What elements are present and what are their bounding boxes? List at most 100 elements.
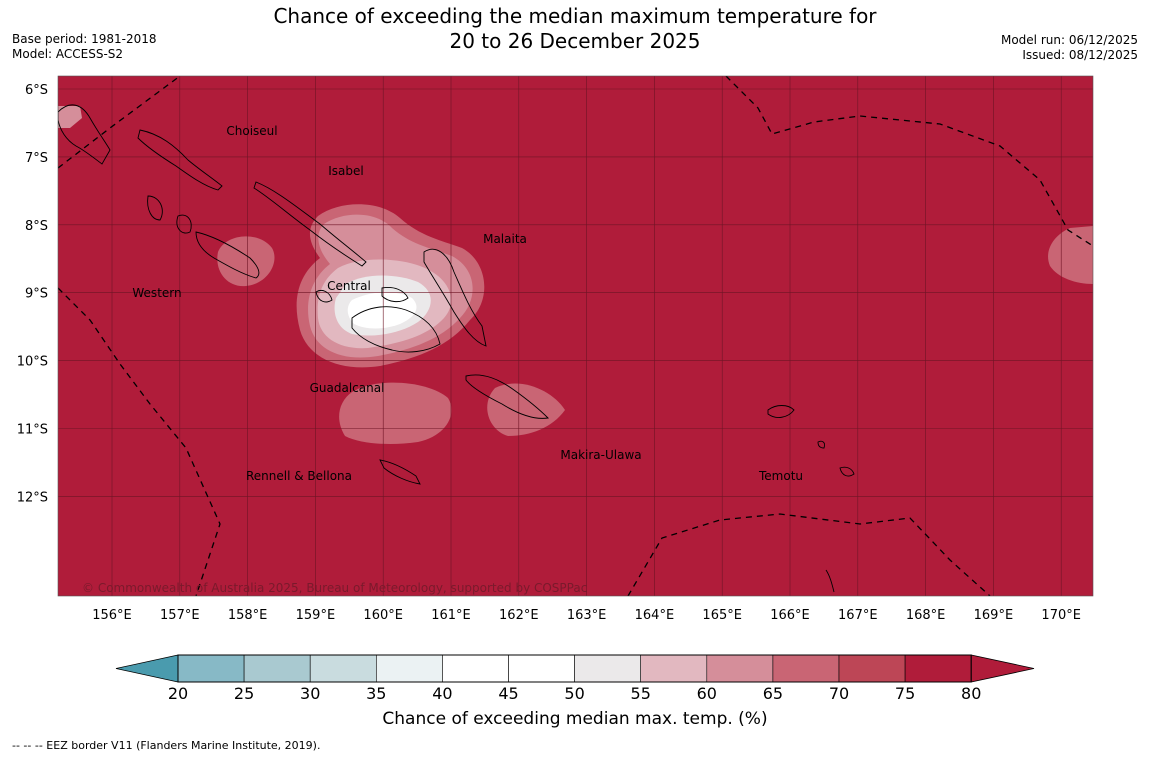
longitude-tick-label: 167°E [838, 608, 878, 623]
eez-borders [58, 76, 1093, 596]
map-title: Chance of exceeding the median maximum t… [0, 4, 1150, 54]
legend-outline [177, 654, 972, 683]
copyright-notice: © Commonwealth of Australia 2025, Bureau… [82, 581, 587, 595]
legend-tick-label: 75 [895, 684, 915, 703]
issued-date: Issued: 08/12/2025 [1022, 48, 1138, 62]
model-run-date: Model run: 06/12/2025 [1000, 33, 1138, 47]
malaita-coast [423, 248, 487, 347]
legend-swatch [574, 654, 641, 683]
florida-islands-coast [381, 287, 409, 303]
contour-nw-corner [58, 106, 82, 128]
eez-border-png-west [58, 287, 221, 596]
province-label: Western [132, 286, 181, 300]
longitude-tick-label: 166°E [770, 608, 810, 623]
legend-tick-label: 60 [697, 684, 717, 703]
graticule [58, 76, 1093, 596]
legend-tick-label: 55 [631, 684, 651, 703]
province-label: Guadalcanal [310, 381, 385, 395]
legend-colorbar: 20 25 30 35 40 45 50 55 60 65 70 75 80 [115, 654, 1035, 703]
longitude-tick-label: 165°E [702, 608, 742, 623]
legend-swatch [309, 654, 377, 683]
province-label: Malaita [483, 232, 527, 246]
legend-tick-label: 70 [829, 684, 849, 703]
legend-title: Chance of exceeding median max. temp. (%… [382, 709, 768, 729]
coastlines [58, 104, 855, 593]
longitude-tick-label: 170°E [1041, 608, 1081, 623]
longitude-tick-label: 162°E [499, 608, 539, 623]
legend-swatch [640, 654, 708, 683]
province-label: Choiseul [226, 124, 277, 138]
contour-makira [487, 383, 565, 436]
longitude-tick-label: 160°E [363, 608, 403, 623]
new-georgia-coast [195, 231, 260, 279]
eez-border-png-north [58, 76, 181, 169]
map-background [58, 76, 1093, 596]
longitude-labels: 156°E 157°E 158°E 159°E 160°E 161°E 162°E 163°E… [92, 608, 1081, 623]
title-line-1: Chance of exceeding the median maximum t… [273, 4, 877, 28]
legend-tick-label: 30 [300, 684, 320, 703]
latitude-tick-label: 9°S [25, 287, 48, 302]
temotu-islet-coast [839, 466, 855, 477]
model-name: Model: ACCESS-S2 [12, 47, 124, 61]
run-info: Model run: 06/12/2025 Issued: 08/12/2025 [1001, 33, 1138, 63]
choiseul-coast [137, 129, 223, 191]
legend-swatch [772, 654, 840, 683]
legend-swatch [375, 654, 443, 683]
legend-under-arrow [115, 654, 179, 683]
model-info: Base period: 1981-2018 Model: ACCESS-S2 [12, 32, 157, 62]
province-label: Rennell & Bellona [246, 469, 352, 483]
legend-swatch [442, 654, 509, 683]
santa-cruz-coast [767, 405, 795, 418]
latitude-tick-label: 8°S [25, 219, 48, 234]
vella-lavella-coast [147, 195, 163, 221]
legend-over-arrow [970, 654, 1035, 683]
contour-east [1048, 226, 1093, 284]
legend-tick-label: 20 [168, 684, 188, 703]
legend-tick-label: 40 [432, 684, 452, 703]
legend-swatch [177, 654, 245, 683]
map-frame [57, 75, 1094, 597]
longitude-tick-label: 161°E [431, 608, 471, 623]
eez-border-north-east [725, 76, 1093, 247]
legend-tick-label: 50 [564, 684, 584, 703]
isabel-coast [253, 181, 367, 267]
longitude-tick-label: 157°E [160, 608, 200, 623]
province-label: Isabel [328, 164, 363, 178]
legend-swatch [706, 654, 774, 683]
province-label: Makira-Ulawa [560, 448, 641, 462]
latitude-tick-label: 6°S [25, 83, 48, 98]
legend-tick-label: 45 [498, 684, 518, 703]
probability-contours [58, 106, 1093, 444]
latitude-labels: 6°S 7°S 8°S 9°S 10°S 11°S 12°S [17, 83, 48, 505]
legend-tick-label: 65 [763, 684, 783, 703]
legend-swatch [904, 654, 972, 683]
latitude-tick-label: 12°S [17, 490, 48, 505]
latitude-tick-label: 10°S [17, 355, 48, 370]
rennell-coast [379, 459, 421, 485]
utupua-coast [817, 440, 825, 449]
makira-coast [465, 374, 549, 419]
province-label: Central [327, 279, 371, 293]
title-line-2: 20 to 26 December 2025 [449, 29, 701, 53]
longitude-tick-label: 169°E [974, 608, 1014, 623]
legend-swatch [508, 654, 575, 683]
vanuatu-north-coast [825, 569, 835, 593]
legend-tick-label: 25 [234, 684, 254, 703]
longitude-tick-label: 168°E [906, 608, 946, 623]
kolombangara-coast [176, 214, 192, 234]
eez-border-south [627, 513, 991, 596]
contour-western [217, 236, 275, 287]
eez-footnote: -- -- -- EEZ border V11 (Flanders Marine… [12, 739, 321, 752]
russell-islands-coast [315, 289, 333, 303]
legend-swatch [838, 654, 906, 683]
longitude-tick-label: 159°E [296, 608, 336, 623]
longitude-tick-label: 164°E [635, 608, 675, 623]
legend-tick-label: 35 [366, 684, 386, 703]
longitude-tick-label: 156°E [92, 608, 132, 623]
latitude-tick-label: 7°S [25, 151, 48, 166]
legend-tick-label: 80 [961, 684, 981, 703]
base-period: Base period: 1981-2018 [12, 32, 157, 46]
guadalcanal-coast [351, 306, 441, 353]
longitude-tick-label: 158°E [228, 608, 268, 623]
